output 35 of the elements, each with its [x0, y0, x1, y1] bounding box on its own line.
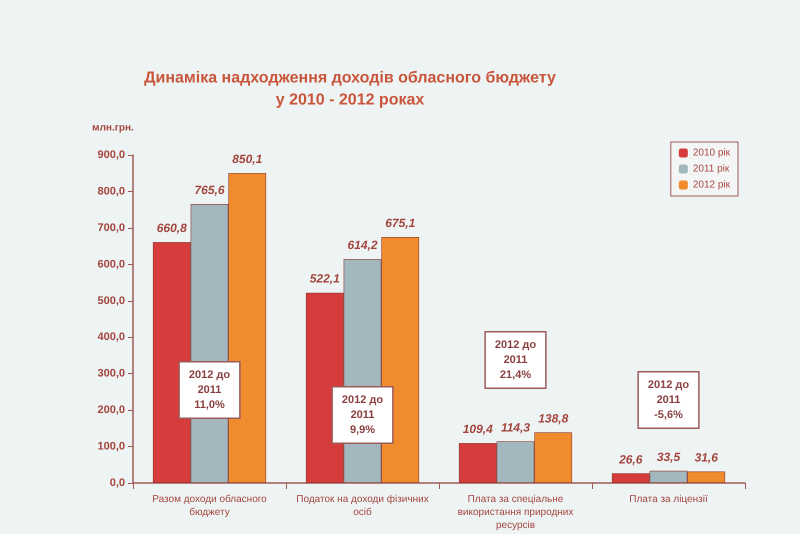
- x-tick-label: Разом доходи обласного бюджету: [152, 494, 268, 518]
- x-tick-label: Плата за ліцензії: [629, 494, 708, 505]
- data-label: 138,8: [538, 411, 569, 426]
- data-label: 114,3: [500, 420, 530, 434]
- data-label: 660,8: [156, 221, 188, 236]
- x-tick-label: Плата за спеціальне використання природних ресурсів: [458, 494, 574, 531]
- data-label: 765,6: [194, 182, 225, 197]
- legend-label: 2011 рік: [692, 164, 730, 174]
- y-tick-label: 500,0: [97, 294, 125, 307]
- annotation: 2012 до 2011 11,0%: [188, 369, 230, 411]
- x-tick-label: Податок на доходи фізичних осіб: [296, 494, 429, 518]
- y-tick-label: 600,0: [97, 258, 125, 270]
- chart-title: Динаміка надходження доходів обласного бюджету у 2010 - 2012 роках: [144, 70, 556, 108]
- annotation: 2012 до 2011 9,9%: [342, 394, 384, 436]
- data-label: 33,5: [656, 450, 680, 464]
- y-tick-label: 400,0: [97, 331, 125, 344]
- y-tick-label: 0,0: [110, 477, 125, 489]
- y-tick-label: 800,0: [97, 185, 125, 198]
- y-tick-label: 300,0: [97, 368, 125, 380]
- data-label: 675,1: [385, 216, 416, 230]
- annotation: 2012 до 2011 -5,6%: [648, 379, 690, 421]
- data-label: 31,6: [694, 450, 718, 464]
- data-label: 109,4: [462, 422, 494, 436]
- data-label: 614,2: [347, 238, 378, 252]
- annotation: 2012 до 2011 21,4%: [494, 339, 536, 381]
- data-label: 26,6: [618, 452, 643, 466]
- y-tick-label: 700,0: [97, 222, 125, 234]
- data-label: 522,1: [310, 272, 340, 286]
- data-label: 850,1: [232, 152, 263, 166]
- legend-label: 2012 рік: [692, 180, 731, 190]
- y-tick-label: 100,0: [97, 440, 125, 453]
- y-tick-label: 200,0: [97, 404, 125, 416]
- y-tick-label: 900,0: [97, 149, 125, 161]
- y-axis-title: млн.грн.: [92, 122, 134, 134]
- legend-label: 2010 рік: [692, 148, 731, 158]
